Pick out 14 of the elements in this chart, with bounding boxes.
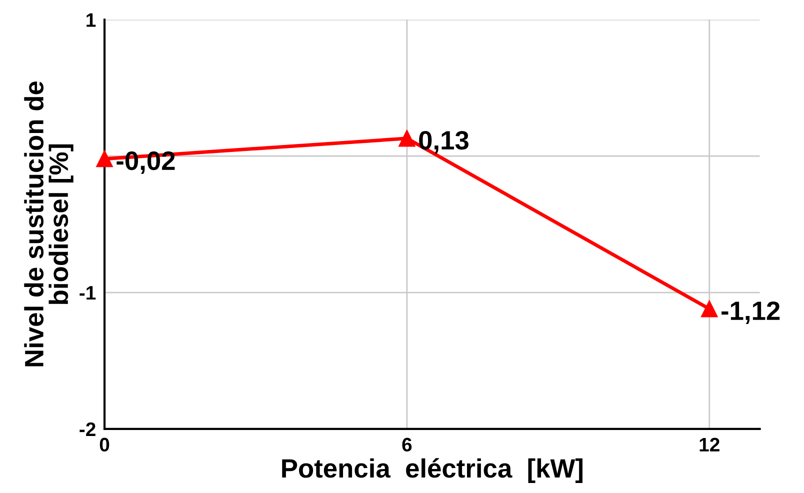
- x-axis-title: Potencia eléctrica [kW]: [282, 458, 582, 483]
- point: [398, 130, 416, 147]
- y-tick-label: -2: [80, 422, 96, 436]
- y-axis-title: Nivel de sustitucion de biodiesel [%]: [24, 82, 74, 366]
- x-tick-label: 12: [700, 438, 720, 452]
- y-tick-label: 1: [86, 13, 96, 27]
- data-label: -0,02: [116, 151, 175, 174]
- data-label: 0,13: [419, 130, 468, 154]
- x-tick-label: 6: [402, 438, 412, 452]
- point: [96, 150, 113, 168]
- point: [701, 300, 718, 318]
- y-tick-label: -1: [80, 286, 96, 300]
- data-label: -1,12: [722, 301, 780, 324]
- x-tick-label: 0: [100, 438, 110, 452]
